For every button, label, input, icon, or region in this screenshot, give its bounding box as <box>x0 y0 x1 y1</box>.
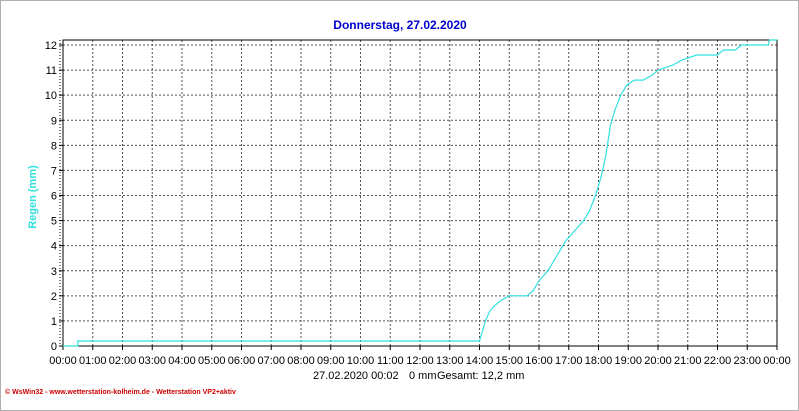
x-tick-label: 06:00 <box>228 355 256 367</box>
chart-title: Donnerstag, 27.02.2020 <box>333 18 467 32</box>
x-tick-label: 11:00 <box>377 355 404 367</box>
y-tick-label: 11 <box>46 65 57 77</box>
x-tick-label: 15:00 <box>495 355 523 367</box>
footer-timestamp: 27.02.2020 00:02 <box>313 370 399 382</box>
y-tick-label: 8 <box>51 140 57 152</box>
axes <box>59 39 778 350</box>
x-tick-label: 16:00 <box>525 355 553 367</box>
y-tick-label: 2 <box>51 291 57 303</box>
grid <box>63 40 777 346</box>
y-tick-label: 0 <box>51 341 57 353</box>
x-tick-label: 00:00 <box>49 355 77 367</box>
credit-line: © WsWin32 - www.wetterstation-kolheim.de… <box>5 388 236 396</box>
x-tick-labels: 00:00 01:00 02:00 03:00 04:00 05:00 06:00 07:00… <box>49 355 791 367</box>
x-tick-label: 17:00 <box>555 355 583 367</box>
x-tick-label: 01:00 <box>79 355 107 367</box>
x-tick-label: 08:00 <box>287 355 315 367</box>
y-tick-label: 10 <box>45 90 57 102</box>
x-tick-label: 00:00 <box>763 355 791 367</box>
x-tick-label: 02:00 <box>109 355 137 367</box>
x-tick-label: 04:00 <box>168 355 196 367</box>
y-tick-label: 6 <box>51 191 57 203</box>
x-tick-label: 07:00 <box>257 355 285 367</box>
y-tick-label: 3 <box>51 266 57 278</box>
x-tick-label: 14:00 <box>466 355 494 367</box>
x-tick-label: 18:00 <box>585 355 613 367</box>
x-tick-label: 19:00 <box>614 355 642 367</box>
x-tick-label: 23:00 <box>733 355 761 367</box>
y-tick-label: 1 <box>51 316 57 328</box>
series <box>63 39 777 347</box>
x-tick-label: 05:00 <box>198 355 226 367</box>
footer-total-rain: Gesamt: 12,2 mm <box>437 370 524 382</box>
x-tick-label: 13:00 <box>436 355 464 367</box>
x-tick-label: 22:00 <box>704 355 732 367</box>
x-tick-label: 21:00 <box>674 355 702 367</box>
x-tick-label: 03:00 <box>138 355 166 367</box>
x-tick-label: 20:00 <box>644 355 672 367</box>
y-tick-label: 5 <box>51 216 57 228</box>
footer-current-rain: 0 mm <box>409 370 437 382</box>
y-axis-label: Regen (mm) <box>27 165 39 229</box>
x-tick-label: 09:00 <box>317 355 345 367</box>
y-tick-label: 4 <box>51 241 57 253</box>
plot-border <box>62 39 778 347</box>
x-tick-label: 12:00 <box>406 355 434 367</box>
rain-line <box>63 39 777 347</box>
x-tick-label: 10:00 <box>347 355 375 367</box>
y-tick-label: 12 <box>45 40 57 52</box>
y-tick-label: 7 <box>51 165 57 177</box>
y-tick-label: 9 <box>51 115 57 127</box>
